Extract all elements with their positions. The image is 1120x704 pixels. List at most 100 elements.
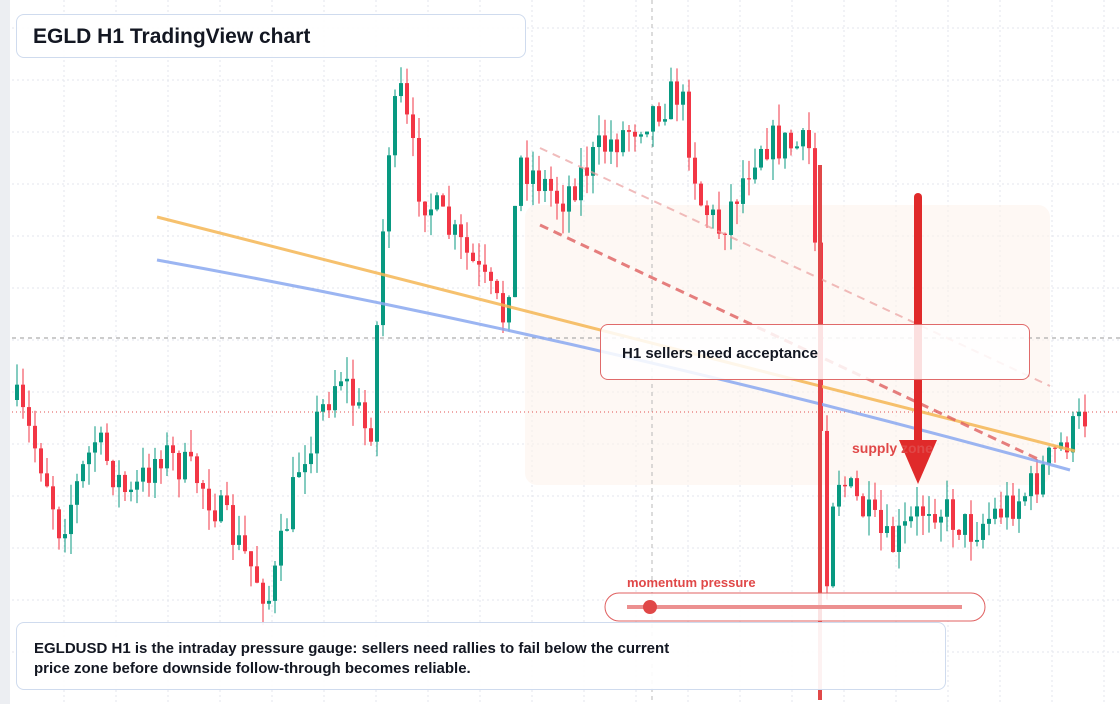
candle [519, 157, 523, 206]
zone-label: supply zone [852, 440, 933, 456]
candle [507, 297, 511, 323]
candle [771, 125, 775, 160]
candle [345, 378, 349, 382]
candle [129, 489, 133, 493]
candle [99, 432, 103, 443]
candle [147, 467, 151, 483]
candle [207, 488, 211, 511]
candle [1053, 447, 1057, 449]
candle [531, 170, 535, 184]
candle [297, 472, 301, 478]
candle [1047, 447, 1051, 465]
candle [591, 147, 595, 176]
candle [891, 526, 895, 552]
candle [201, 483, 205, 489]
candle [543, 178, 547, 192]
candle [747, 178, 751, 180]
candle [159, 458, 163, 469]
candle [435, 195, 439, 210]
candle [843, 484, 847, 487]
candle [81, 464, 85, 482]
arrow-head [899, 440, 937, 484]
candle [711, 209, 715, 216]
candle [687, 91, 691, 158]
candle [861, 496, 865, 517]
candle [681, 91, 685, 105]
candle [645, 131, 649, 135]
candle [315, 411, 319, 454]
candle [969, 514, 973, 542]
candle [717, 209, 721, 234]
candle [669, 81, 673, 120]
candle [57, 509, 61, 539]
candle [933, 514, 937, 523]
candle [573, 186, 577, 201]
candle [141, 467, 145, 482]
candle [597, 135, 601, 148]
candle [405, 83, 409, 115]
candle [183, 451, 187, 480]
candle [675, 81, 679, 105]
candle [657, 106, 661, 122]
candle [1005, 495, 1009, 518]
candle [513, 205, 517, 298]
candle [525, 157, 529, 184]
candle [777, 125, 781, 159]
candle [999, 508, 1003, 518]
candle [603, 135, 607, 152]
candle [27, 407, 31, 426]
candle [285, 529, 289, 531]
candle [567, 186, 571, 212]
caption: EGLDUSD H1 is the intraday pressure gaug… [16, 622, 946, 690]
candle [501, 293, 505, 323]
candle [735, 201, 739, 204]
candle [267, 600, 271, 604]
candle [237, 535, 241, 545]
candle [273, 565, 277, 601]
candle [231, 505, 235, 545]
candle [291, 477, 295, 530]
candle [663, 119, 667, 122]
left-bar [0, 0, 10, 704]
candle [693, 157, 697, 184]
candle [609, 139, 613, 152]
candle [651, 106, 655, 132]
candle [633, 131, 637, 137]
candle [351, 378, 355, 406]
candle [825, 430, 829, 587]
candle [63, 534, 67, 539]
candle [1065, 442, 1069, 453]
candle [135, 481, 139, 490]
candle [309, 453, 313, 465]
candle [327, 404, 331, 411]
candle [171, 445, 175, 453]
callout: H1 sellers need acceptance [600, 324, 1030, 380]
candle [849, 478, 853, 487]
candle [15, 384, 19, 400]
candle [477, 261, 481, 265]
candle [375, 325, 379, 442]
candle [561, 203, 565, 212]
candle [1071, 416, 1075, 453]
candle [225, 495, 229, 506]
candle [471, 252, 475, 262]
candle [585, 167, 589, 176]
candle [783, 132, 787, 159]
candle [729, 201, 733, 235]
candle [249, 551, 253, 567]
candle [105, 432, 109, 461]
candle [699, 183, 703, 206]
candle [321, 404, 325, 412]
candle [867, 499, 871, 517]
candle [981, 523, 985, 540]
candle [465, 237, 469, 253]
candle [111, 460, 115, 488]
candle [945, 499, 949, 517]
candle [441, 195, 445, 207]
candle [579, 167, 583, 201]
candle [411, 114, 415, 139]
candle [1083, 411, 1087, 427]
candle [753, 167, 757, 180]
candle [39, 448, 43, 474]
